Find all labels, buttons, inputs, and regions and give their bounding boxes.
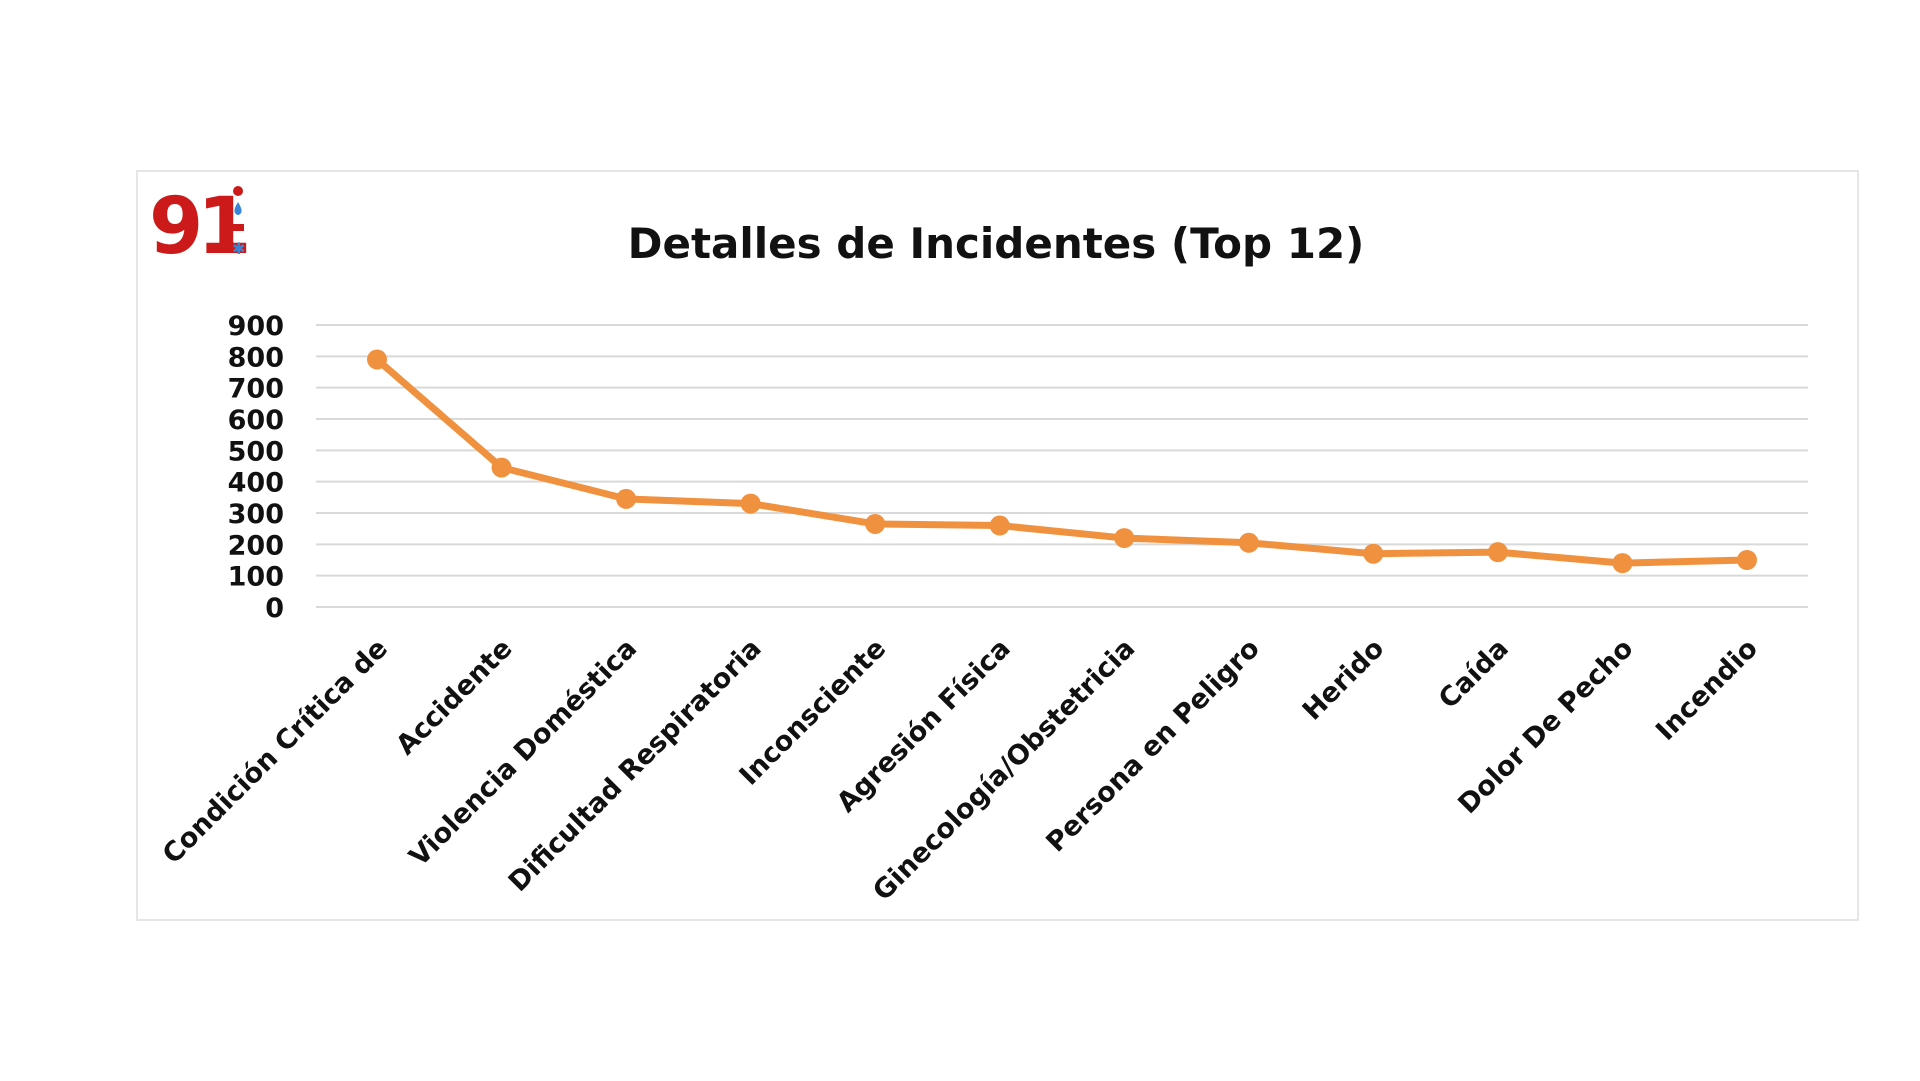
series-line bbox=[373, 355, 1751, 567]
data-point-6 bbox=[1114, 528, 1135, 549]
x-category-label: Incendio bbox=[1650, 633, 1764, 747]
y-tick-label: 900 bbox=[228, 311, 284, 342]
x-category-label: Accidente bbox=[390, 633, 518, 761]
y-tick-label: 200 bbox=[228, 530, 284, 561]
data-point-1 bbox=[491, 457, 512, 478]
x-category-label: Dificultad Respiratoria bbox=[503, 633, 768, 898]
y-tick-label: 600 bbox=[228, 405, 284, 436]
data-point-0 bbox=[367, 349, 387, 370]
y-tick-label: 700 bbox=[228, 374, 284, 405]
chart-title: Detalles de Incidentes (Top 12) bbox=[628, 219, 1365, 268]
data-point-11 bbox=[1737, 550, 1757, 570]
series-line-group bbox=[373, 355, 1751, 567]
data-point-7 bbox=[1238, 532, 1259, 553]
data-point-4 bbox=[865, 513, 886, 534]
y-tick-label: 800 bbox=[228, 342, 284, 373]
logo-911: 911 ✱ bbox=[149, 182, 249, 262]
y-tick-label: 500 bbox=[228, 436, 284, 467]
x-category-label: Ginecología/Obstetricia bbox=[867, 633, 1141, 907]
x-category-label: Violencia Doméstica bbox=[403, 633, 643, 873]
data-point-10 bbox=[1612, 553, 1633, 574]
y-tick-label: 0 bbox=[265, 593, 284, 624]
data-point-3 bbox=[740, 493, 761, 514]
y-tick-label: 300 bbox=[228, 499, 284, 530]
data-point-5 bbox=[989, 515, 1010, 536]
data-points bbox=[367, 349, 1757, 574]
data-point-2 bbox=[616, 488, 637, 509]
drop-icon bbox=[234, 202, 242, 215]
x-category-label: Caída bbox=[1433, 633, 1515, 715]
grid-lines bbox=[316, 324, 1808, 608]
y-tick-label: 400 bbox=[228, 468, 284, 499]
y-tick-label: 100 bbox=[228, 562, 284, 593]
police-light-icon bbox=[233, 186, 243, 196]
x-category-label: Herido bbox=[1297, 633, 1391, 727]
data-point-9 bbox=[1487, 542, 1508, 563]
x-category-label: Condición Crítica de bbox=[157, 633, 394, 870]
data-point-8 bbox=[1363, 543, 1384, 564]
logo-text: 911 bbox=[149, 182, 249, 262]
x-category-label: Persona en Peligro bbox=[1040, 633, 1265, 858]
snowflake-icon: ✱ bbox=[232, 239, 245, 258]
ambulance-icon bbox=[233, 224, 244, 231]
chart-panel bbox=[136, 170, 1859, 921]
